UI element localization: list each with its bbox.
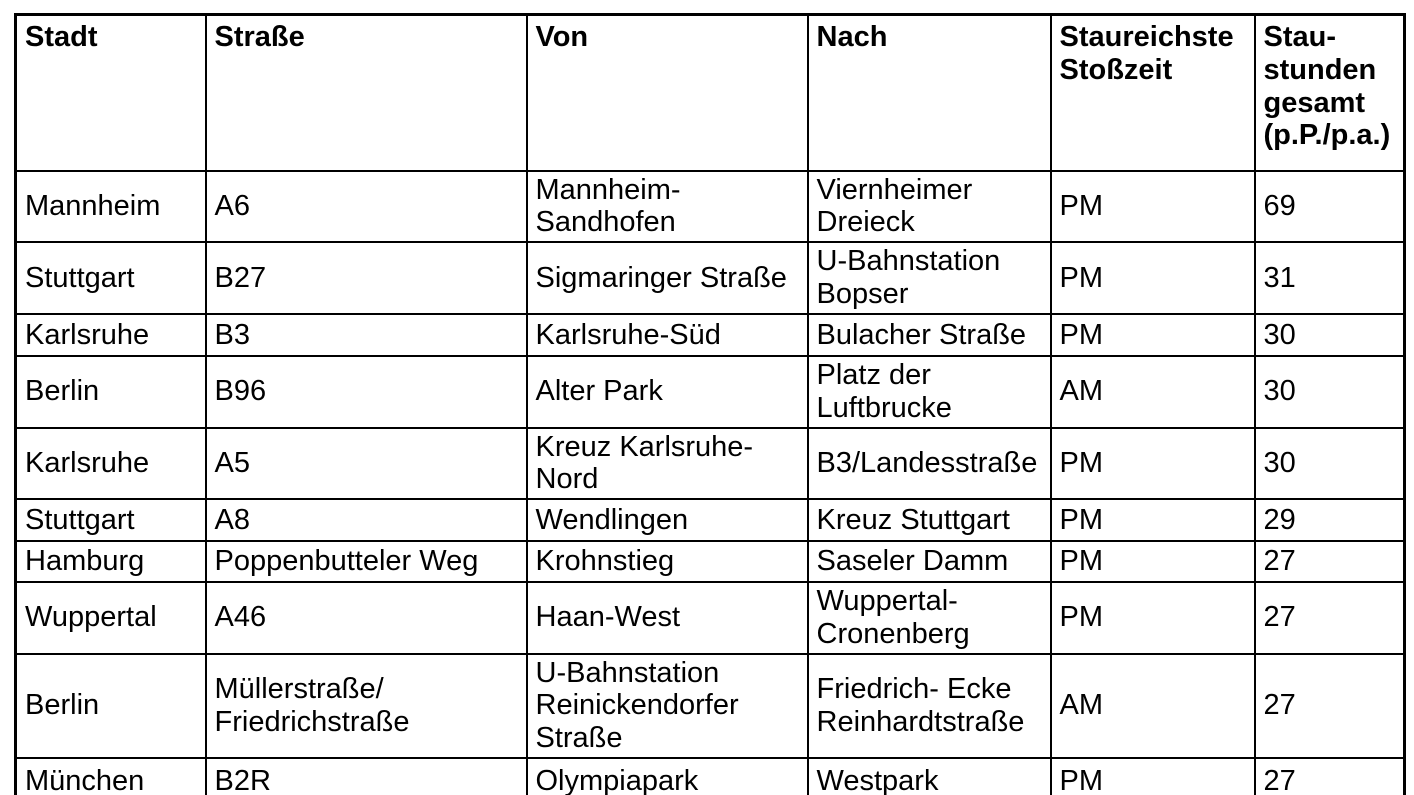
table-body: Mannheim A6 Mannheim-Sandhofen Viernheim… <box>14 169 1406 795</box>
table-row: Hamburg Poppenbutteler Weg Krohnstieg Sa… <box>14 540 1406 584</box>
cell-stadt: Berlin <box>14 652 207 759</box>
cell-staustunden: 29 <box>1253 498 1406 543</box>
table-header: Stadt Straße Von Nach Staureichste Stoßz… <box>14 13 1406 172</box>
cell-von: Krohnstieg <box>525 540 809 584</box>
cell-strasse: Poppenbutteler Weg <box>204 540 528 584</box>
cell-stadt: Stuttgart <box>14 498 207 543</box>
cell-stosszeit: PM <box>1049 426 1256 501</box>
cell-stadt: München <box>14 756 207 795</box>
table-row: Stuttgart A8 Wendlingen Kreuz Stuttgart … <box>14 498 1406 543</box>
cell-nach: Platz der Luftbrucke <box>806 355 1052 429</box>
cell-staustunden: 27 <box>1253 652 1406 759</box>
cell-strasse: A8 <box>204 498 528 543</box>
table-row: Berlin Müllerstraße/ Friedrichstraße U-B… <box>14 652 1406 759</box>
cell-von: Kreuz Karlsruhe-Nord <box>525 426 809 501</box>
cell-nach: Kreuz Stuttgart <box>806 498 1052 543</box>
cell-stadt: Berlin <box>14 355 207 429</box>
cell-stosszeit: PM <box>1049 241 1256 316</box>
cell-stosszeit: AM <box>1049 652 1256 759</box>
table-row: Wuppertal A46 Haan-West Wuppertal-Cronen… <box>14 581 1406 655</box>
document-page: Stadt Straße Von Nach Staureichste Stoßz… <box>0 13 1414 795</box>
cell-nach: U-Bahnstation Bopser <box>806 241 1052 316</box>
cell-strasse: B96 <box>204 355 528 429</box>
cell-stadt: Stuttgart <box>14 241 207 316</box>
cell-staustunden: 27 <box>1253 581 1406 655</box>
cell-stosszeit: AM <box>1049 355 1256 429</box>
cell-stosszeit: PM <box>1049 313 1256 358</box>
cell-von: Sigmaringer Straße <box>525 241 809 316</box>
col-header-nach: Nach <box>806 13 1052 172</box>
cell-stadt: Wuppertal <box>14 581 207 655</box>
cell-staustunden: 27 <box>1253 540 1406 584</box>
col-header-strasse: Straße <box>204 13 528 172</box>
cell-von: Mannheim-Sandhofen <box>525 169 809 244</box>
cell-stadt: Karlsruhe <box>14 426 207 501</box>
col-header-stosszeit: Staureichste Stoßzeit <box>1049 13 1256 172</box>
cell-strasse: B27 <box>204 241 528 316</box>
col-header-stadt: Stadt <box>14 13 207 172</box>
cell-von: U-Bahnstation Reinickendorfer Straße <box>525 652 809 759</box>
cell-stosszeit: PM <box>1049 756 1256 795</box>
cell-nach: Westpark <box>806 756 1052 795</box>
cell-strasse: A6 <box>204 169 528 244</box>
table-row: Berlin B96 Alter Park Platz der Luftbruc… <box>14 355 1406 429</box>
cell-staustunden: 30 <box>1253 313 1406 358</box>
cell-stadt: Mannheim <box>14 169 207 244</box>
cell-stadt: Hamburg <box>14 540 207 584</box>
cell-stosszeit: PM <box>1049 581 1256 655</box>
cell-von: Haan-West <box>525 581 809 655</box>
traffic-jam-table: Stadt Straße Von Nach Staureichste Stoßz… <box>14 13 1406 795</box>
cell-nach: Viernheimer Dreieck <box>806 169 1052 244</box>
col-header-staustunden: Stau- stunden gesamt (p.P./p.a.) <box>1253 13 1406 172</box>
cell-staustunden: 30 <box>1253 426 1406 501</box>
cell-stosszeit: PM <box>1049 498 1256 543</box>
cell-von: Karlsruhe-Süd <box>525 313 809 358</box>
cell-strasse: B3 <box>204 313 528 358</box>
cell-von: Olympiapark <box>525 756 809 795</box>
cell-nach: Bulacher Straße <box>806 313 1052 358</box>
table-row: Mannheim A6 Mannheim-Sandhofen Viernheim… <box>14 169 1406 244</box>
table-row: Karlsruhe A5 Kreuz Karlsruhe-Nord B3/Lan… <box>14 426 1406 501</box>
cell-strasse: Müllerstraße/ Friedrichstraße <box>204 652 528 759</box>
table-row: München B2R Olympiapark Westpark PM 27 <box>14 756 1406 795</box>
cell-von: Wendlingen <box>525 498 809 543</box>
cell-von: Alter Park <box>525 355 809 429</box>
col-header-von: Von <box>525 13 809 172</box>
cell-nach: Friedrich- Ecke Reinhardtstraße <box>806 652 1052 759</box>
header-row: Stadt Straße Von Nach Staureichste Stoßz… <box>14 13 1406 172</box>
cell-staustunden: 27 <box>1253 756 1406 795</box>
cell-nach: Saseler Damm <box>806 540 1052 584</box>
cell-strasse: B2R <box>204 756 528 795</box>
cell-nach: B3/Landesstraße <box>806 426 1052 501</box>
cell-strasse: A5 <box>204 426 528 501</box>
cell-strasse: A46 <box>204 581 528 655</box>
cell-stadt: Karlsruhe <box>14 313 207 358</box>
cell-staustunden: 30 <box>1253 355 1406 429</box>
table-row: Karlsruhe B3 Karlsruhe-Süd Bulacher Stra… <box>14 313 1406 358</box>
cell-stosszeit: PM <box>1049 540 1256 584</box>
table-row: Stuttgart B27 Sigmaringer Straße U-Bahns… <box>14 241 1406 316</box>
cell-nach: Wuppertal-Cronenberg <box>806 581 1052 655</box>
cell-staustunden: 31 <box>1253 241 1406 316</box>
cell-staustunden: 69 <box>1253 169 1406 244</box>
cell-stosszeit: PM <box>1049 169 1256 244</box>
